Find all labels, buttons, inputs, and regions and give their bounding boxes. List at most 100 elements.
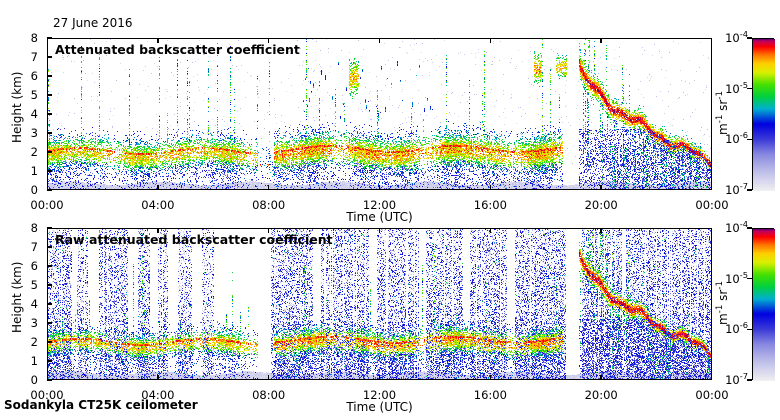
x-tick-label: 08:00 bbox=[252, 388, 286, 402]
colorbar-tick-label: 10-4 bbox=[725, 29, 748, 45]
x-tick-mark bbox=[378, 185, 381, 190]
y-tick-label: 0 bbox=[30, 373, 38, 387]
y-tick-label: 0 bbox=[30, 183, 38, 197]
colorbar-unit-label: m-1 sr-1 bbox=[715, 281, 730, 325]
colorbar-tick-mark bbox=[747, 328, 752, 331]
x-tick-label: 04:00 bbox=[141, 388, 175, 402]
colorbar-tick-label: 10-5 bbox=[725, 269, 748, 286]
colorbar-gradient bbox=[753, 229, 775, 381]
x-tick-mark bbox=[267, 185, 270, 190]
y-tick-label: 5 bbox=[30, 88, 38, 102]
x-tick-mark bbox=[489, 375, 492, 380]
y-tick-label: 8 bbox=[30, 31, 38, 45]
y-axis-label: Height (km) bbox=[10, 261, 24, 333]
y-tick-mark bbox=[47, 341, 52, 343]
colorbar-top bbox=[752, 38, 775, 191]
x-axis-label: Time (UTC) bbox=[346, 210, 413, 224]
y-axis-label: Height (km) bbox=[10, 71, 24, 143]
x-tick-mark bbox=[157, 375, 159, 380]
x-tick-label: 00:00 bbox=[30, 388, 64, 402]
colorbar-tick-label: 10-6 bbox=[725, 130, 748, 147]
x-tick-mark-top bbox=[489, 38, 492, 43]
date-label: 27 June 2016 bbox=[53, 16, 133, 30]
y-tick-mark bbox=[47, 379, 52, 381]
x-tick-mark-top bbox=[378, 38, 381, 43]
x-tick-label: 20:00 bbox=[584, 388, 618, 402]
y-tick-mark bbox=[47, 132, 52, 134]
x-tick-mark bbox=[157, 185, 159, 190]
y-tick-label: 5 bbox=[30, 278, 38, 292]
y-tick-label: 4 bbox=[30, 107, 38, 121]
y-tick-mark bbox=[47, 322, 52, 324]
y-tick-mark bbox=[47, 94, 52, 96]
x-tick-mark bbox=[600, 185, 602, 190]
x-tick-label: 16:00 bbox=[473, 388, 507, 402]
colorbar-tick-mark bbox=[747, 87, 752, 90]
y-tick-mark bbox=[47, 75, 52, 77]
colorbar-tick-label: 10-5 bbox=[725, 79, 748, 96]
y-tick-label: 4 bbox=[30, 297, 38, 311]
y-tick-label: 7 bbox=[30, 240, 38, 254]
y-tick-mark bbox=[47, 246, 52, 248]
y-tick-mark bbox=[47, 151, 52, 153]
x-tick-mark bbox=[489, 185, 492, 190]
colorbar-tick-label: 10-7 bbox=[725, 181, 748, 197]
x-tick-label: 16:00 bbox=[473, 198, 507, 212]
raw-backscatter-heatmap-canvas bbox=[47, 228, 712, 380]
colorbar-tick-mark bbox=[747, 227, 752, 229]
x-axis-label: Time (UTC) bbox=[346, 400, 413, 414]
x-tick-mark-top bbox=[267, 228, 270, 233]
y-tick-label: 3 bbox=[30, 126, 38, 140]
y-tick-label: 2 bbox=[30, 145, 38, 159]
y-tick-label: 1 bbox=[30, 354, 38, 368]
x-tick-mark-top bbox=[600, 38, 602, 43]
y-tick-label: 3 bbox=[30, 316, 38, 330]
panel-attenuated-backscatter: Attenuated backscatter coefficient bbox=[47, 38, 712, 190]
colorbar-bottom bbox=[752, 228, 775, 381]
x-tick-mark bbox=[267, 375, 270, 380]
colorbar-tick-mark bbox=[747, 379, 752, 381]
y-tick-label: 8 bbox=[30, 221, 38, 235]
x-tick-mark-top bbox=[378, 228, 381, 233]
y-tick-label: 6 bbox=[30, 69, 38, 83]
colorbar-tick-label: 10-7 bbox=[725, 371, 748, 387]
panel-title: Raw attenuated backscatter coefficient bbox=[55, 232, 333, 247]
backscatter-heatmap-canvas bbox=[47, 38, 712, 190]
y-tick-mark bbox=[47, 360, 52, 362]
x-tick-label: 20:00 bbox=[584, 198, 618, 212]
y-tick-mark bbox=[47, 37, 52, 39]
panel-raw-attenuated-backscatter: Raw attenuated backscatter coefficient bbox=[47, 228, 712, 380]
x-tick-mark bbox=[600, 375, 602, 380]
y-tick-mark bbox=[47, 56, 52, 58]
x-tick-label: 00:00 bbox=[695, 198, 729, 212]
x-tick-label: 12:00 bbox=[362, 198, 397, 212]
x-tick-mark-top bbox=[267, 38, 270, 43]
x-tick-mark-top bbox=[157, 38, 159, 43]
x-tick-label: 00:00 bbox=[695, 388, 729, 402]
y-tick-mark bbox=[47, 284, 52, 286]
colorbar-tick-mark bbox=[747, 189, 752, 191]
y-tick-mark bbox=[47, 265, 52, 267]
colorbar-tick-label: 10-4 bbox=[725, 219, 748, 235]
x-tick-mark bbox=[378, 375, 381, 380]
x-tick-label: 12:00 bbox=[362, 388, 397, 402]
y-tick-mark bbox=[47, 303, 52, 305]
y-tick-label: 2 bbox=[30, 335, 38, 349]
y-tick-mark bbox=[47, 113, 52, 115]
x-tick-label: 00:00 bbox=[30, 198, 64, 212]
colorbar-gradient bbox=[753, 39, 775, 191]
colorbar-tick-mark bbox=[747, 37, 752, 39]
x-tick-label: 04:00 bbox=[141, 198, 175, 212]
x-tick-mark-top bbox=[157, 228, 159, 233]
y-tick-mark bbox=[47, 170, 52, 172]
y-tick-mark bbox=[47, 189, 52, 191]
x-tick-label: 08:00 bbox=[252, 198, 286, 212]
site-label: Sodankyla CT25K ceilometer bbox=[4, 398, 198, 412]
colorbar-unit-label: m-1 sr-1 bbox=[715, 91, 730, 135]
colorbar-tick-mark bbox=[747, 138, 752, 141]
y-tick-label: 1 bbox=[30, 164, 38, 178]
y-tick-label: 6 bbox=[30, 259, 38, 273]
colorbar-tick-label: 10-6 bbox=[725, 320, 748, 337]
y-tick-label: 7 bbox=[30, 50, 38, 64]
